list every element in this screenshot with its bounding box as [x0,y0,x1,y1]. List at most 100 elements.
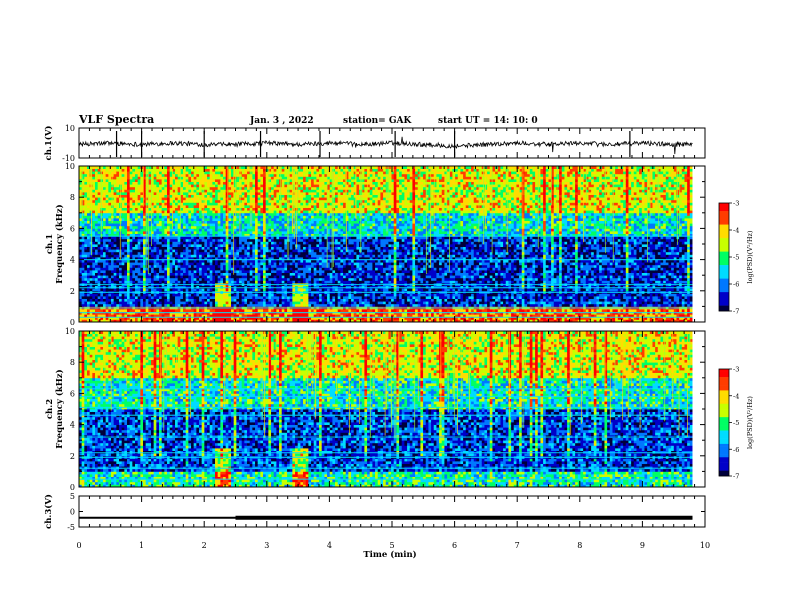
ch1-spec-cell [252,197,255,200]
ch1-spec-cell [204,176,207,179]
ch1-spec-cell [114,169,117,172]
ch1-spec-cell [103,239,106,242]
ch1-spec-cell [276,239,279,242]
ch1-spec-cell [111,187,114,190]
ch1-spec-cell [196,270,199,273]
ch1-spec-cell [207,226,210,229]
ch1-spec-cell [95,273,98,276]
ch1-spec-cell [175,205,178,208]
ch1-spec-cell [210,275,213,278]
ch1-spec-cell [218,299,221,302]
ch1-spec-cell [84,270,87,273]
ch1-spec-cell [242,239,245,242]
ch1-spec-cell [268,267,271,270]
ch1-spec-cell [106,182,109,185]
ch1-spec-cell [218,288,221,291]
ch1-spec-cell [188,249,191,252]
ch1-spec-cell [247,231,250,234]
ch1-spec-cell [276,205,279,208]
ch1-spec-cell [188,179,191,182]
ch1-spec-cell [143,273,146,276]
ch1-spec-cell [260,265,263,268]
ch1-spec-cell [188,197,191,200]
ch1-spec-cell [156,218,159,221]
ch1-spec-cell [207,249,210,252]
ch1-spec-cell [274,213,277,216]
ch1-spec-cell [130,267,133,270]
ch1-spec-cell [106,267,109,270]
ch1-spec-cell [186,293,189,296]
ch1-spec-cell [138,218,141,221]
ch1-spec-cell [103,176,106,179]
ch1-spec-cell [252,270,255,273]
ch1-spec-cell [239,278,242,281]
ch1-spec-cell [218,241,221,244]
ch1-spec-cell [228,273,231,276]
ch1-spec-cell [167,187,170,190]
ch1-spec-cell [151,270,154,273]
figure-title: VLF Spectra [78,113,154,126]
ch1-spec-cell [210,265,213,268]
ch1-spec-cell [239,288,242,291]
ch1-spec-cell [127,174,130,177]
ch1-spec-cell [196,174,199,177]
ch1-spec-cell [148,252,151,255]
ch1-spec-cell [266,189,269,192]
ch1-spec-cell [228,299,231,302]
ch1-spec-cell [244,171,247,174]
ch1-spec-cell [266,241,269,244]
ch1-spec-cell [226,192,229,195]
ch1-spec-cell [82,304,85,307]
ch1-spec-cell [132,301,135,304]
ch1-spec-cell [268,280,271,283]
ch1-spec-cell [218,228,221,231]
ch1-spec-cell [108,296,111,299]
ch1-spec-cell [87,184,90,187]
ch1-spec-cell [228,218,231,221]
ch1-spec-cell [108,195,111,198]
ch1-spec-cell [228,174,231,177]
ch1-spec-cell [92,213,95,216]
ch1-spec-cell [228,309,231,312]
ch1-spec-cell [242,278,245,281]
ch1-spec-cell [164,221,167,224]
ch1-spec-cell [119,275,122,278]
ch1-spec-cell [263,221,266,224]
ch1-spec-cell [199,270,202,273]
ch1-spec-cell [255,223,258,226]
ch1-spec-cell [180,239,183,242]
ch1-spec-cell [130,304,133,307]
ch1-spec-cell [143,249,146,252]
ch1-spec-cell [148,244,151,247]
ch1-spec-cell [108,226,111,229]
ch1-spec-cell [266,208,269,211]
ch1-spec-cell [154,267,157,270]
ch1-spec-cell [210,205,213,208]
ch1-spec-cell [218,205,221,208]
ch1-spec-cell [268,239,271,242]
ch1-spec-cell [196,267,199,270]
ch1-spec-cell [156,288,159,291]
ch1-spec-cell [106,205,109,208]
ch1-spec-cell [242,301,245,304]
ch1-spec-cell [84,226,87,229]
ch1-spec-cell [252,254,255,257]
ch1-spec-cell [252,252,255,255]
ch1-spec-cell [156,226,159,229]
ch1-spec-cell [90,254,93,257]
ch1-spec-cell [132,270,135,273]
ch1-spec-cell [244,239,247,242]
ch1-spec-cell [228,270,231,273]
ch1-spec-cell [250,296,253,299]
ch1-spec-cell [140,247,143,250]
ch1-spec-cell [191,247,194,250]
ch1-spec-cell [87,265,90,268]
ch1-spec-cell [284,280,287,283]
ch1-spec-cell [210,244,213,247]
ch1-spec-cell [244,309,247,312]
ch1-spec-cell [140,241,143,244]
ch1-spec-cell [162,197,165,200]
ch1-spec-cell [116,221,119,224]
ch1-spec-cell [159,221,162,224]
ch1-spec-cell [191,226,194,229]
